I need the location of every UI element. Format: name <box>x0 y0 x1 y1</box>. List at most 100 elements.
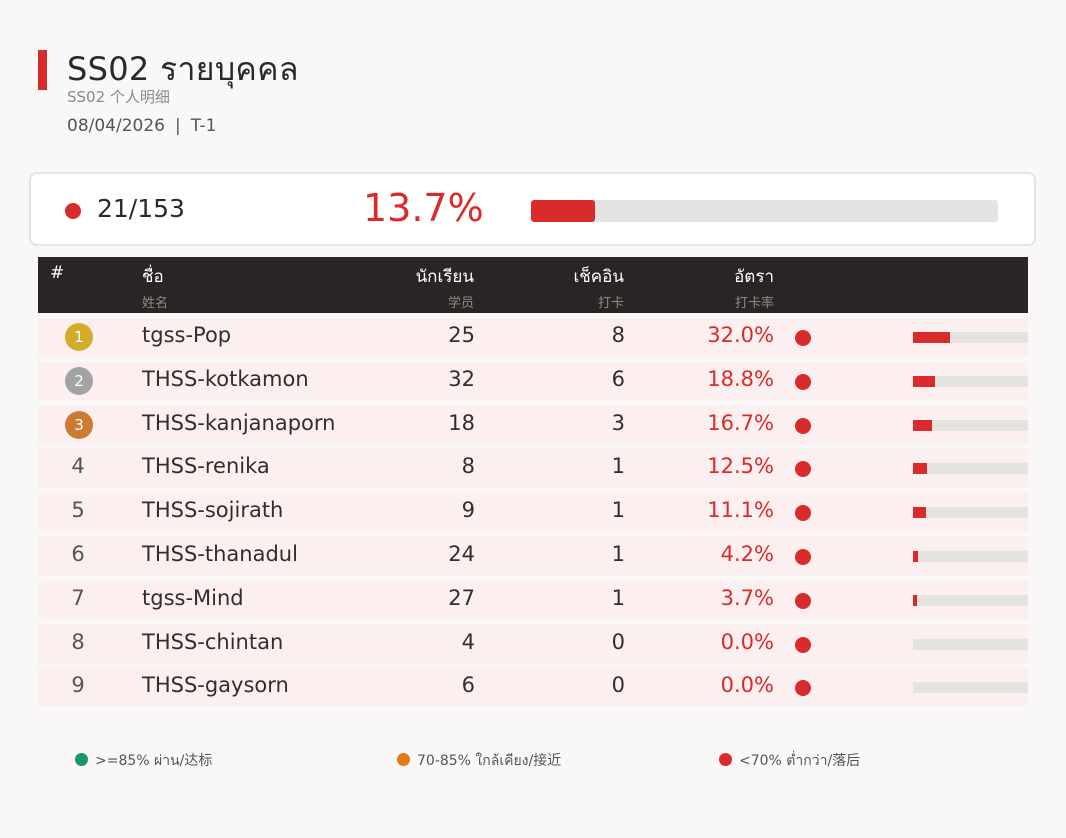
status-dot <box>795 593 811 609</box>
rate-bar-track <box>913 332 1028 343</box>
status-dot <box>795 680 811 696</box>
rate-bar-fill <box>913 420 933 431</box>
member-name: THSS-kotkamon <box>142 367 309 391</box>
page-title: SS02 รายบุคคล <box>67 50 299 88</box>
report-tag: T-1 <box>190 116 217 136</box>
checkin-rate: 32.0% <box>707 323 774 347</box>
rank-number: 8 <box>71 630 85 654</box>
checkins-count: 6 <box>611 367 625 391</box>
table-row: 3 THSS-kanjanaporn 18 3 16.7% <box>38 406 1028 444</box>
member-name: tgss-Pop <box>142 323 232 347</box>
checkins-count: 0 <box>611 673 625 697</box>
rate-bar-track <box>913 376 1028 387</box>
status-dot <box>65 203 81 219</box>
legend-dot <box>75 753 88 766</box>
meta-separator: | <box>174 116 181 136</box>
checkin-rate: 11.1% <box>707 498 774 522</box>
table-row: 6 THSS-thanadul 24 1 4.2% <box>38 537 1028 575</box>
member-name: THSS-chintan <box>142 630 284 654</box>
member-name: THSS-renika <box>142 454 270 478</box>
report-meta: 08/04/2026 | T-1 <box>67 116 217 136</box>
rank-number: 9 <box>71 673 85 697</box>
students-count: 25 <box>448 323 475 347</box>
rate-bar-fill <box>913 376 935 387</box>
rank-number: 5 <box>71 498 85 522</box>
checkins-count: 0 <box>611 630 625 654</box>
status-dot <box>795 549 811 565</box>
member-name: tgss-Mind <box>142 586 244 610</box>
status-dot <box>795 461 811 477</box>
member-name: THSS-gaysorn <box>142 673 289 697</box>
students-count: 9 <box>461 498 475 522</box>
checkins-count: 1 <box>611 454 625 478</box>
table-row: 4 THSS-renika 8 1 12.5% <box>38 449 1028 487</box>
rank-number: 6 <box>71 542 85 566</box>
checkin-rate: 12.5% <box>707 454 774 478</box>
summary-count: 21/153 <box>97 194 185 223</box>
status-dot <box>795 637 811 653</box>
students-count: 8 <box>461 454 475 478</box>
legend-item-behind: <70% ต่ำกว่า/落后 <box>719 750 860 772</box>
checkin-rate: 18.8% <box>707 367 774 391</box>
status-dot <box>795 374 811 390</box>
checkins-count: 1 <box>611 542 625 566</box>
rate-bar-track <box>913 420 1028 431</box>
col-rank-header: # <box>50 263 65 283</box>
table-row: 7 tgss-Mind 27 1 3.7% <box>38 581 1028 619</box>
member-name: THSS-kanjanaporn <box>142 411 336 435</box>
rate-bar-fill <box>913 332 950 343</box>
rank-medal: 3 <box>65 411 93 439</box>
checkin-rate: 16.7% <box>707 411 774 435</box>
legend-dot <box>397 753 410 766</box>
summary-progress-fill <box>531 200 595 222</box>
accent-bar <box>38 50 47 90</box>
checkins-count: 1 <box>611 498 625 522</box>
checkins-count: 8 <box>611 323 625 347</box>
table-row: 9 THSS-gaysorn 6 0 0.0% <box>38 668 1028 706</box>
students-count: 32 <box>448 367 475 391</box>
students-count: 4 <box>461 630 475 654</box>
rank-medal: 2 <box>65 367 93 395</box>
status-dot <box>795 418 811 434</box>
report-date: 08/04/2026 <box>67 116 165 136</box>
col-checkins-header: เช็คอิน 打卡 <box>573 267 624 311</box>
table-row: 1 tgss-Pop 25 8 32.0% <box>38 318 1028 356</box>
col-rate-header: อัตรา 打卡率 <box>734 267 774 311</box>
page-subtitle: SS02 个人明细 <box>67 88 170 106</box>
member-name: THSS-thanadul <box>142 542 298 566</box>
students-count: 18 <box>448 411 475 435</box>
legend-item-pass: >=85% ผ่าน/达标 <box>75 750 212 772</box>
rate-bar-track <box>913 595 1028 606</box>
students-count: 27 <box>448 586 475 610</box>
table-header: # ชื่อ 姓名 นักเรียน 学员 เช็คอิน 打卡 อัตรา 打卡率 <box>38 257 1028 313</box>
rate-bar-fill <box>913 595 918 606</box>
rank-number: 4 <box>71 454 85 478</box>
col-students-header: นักเรียน 学员 <box>415 267 474 311</box>
status-dot <box>795 505 811 521</box>
rate-bar-track <box>913 551 1028 562</box>
summary-card: 21/153 13.7% <box>29 172 1036 246</box>
students-count: 6 <box>461 673 475 697</box>
rate-bar-fill <box>913 463 928 474</box>
checkin-rate: 4.2% <box>720 542 774 566</box>
checkin-rate: 0.0% <box>720 673 774 697</box>
rate-bar-track <box>913 463 1028 474</box>
status-dot <box>795 330 811 346</box>
rank-medal: 1 <box>65 323 93 351</box>
students-count: 24 <box>448 542 475 566</box>
legend-dot <box>719 753 732 766</box>
checkins-count: 1 <box>611 586 625 610</box>
checkin-rate: 3.7% <box>720 586 774 610</box>
summary-percent: 13.7% <box>363 186 484 230</box>
rate-bar-track <box>913 682 1028 693</box>
checkins-count: 3 <box>611 411 625 435</box>
col-name-header: ชื่อ 姓名 <box>142 267 169 311</box>
summary-progress-track <box>531 200 998 222</box>
legend-item-near: 70-85% ใกล้เคียง/接近 <box>397 750 561 772</box>
member-name: THSS-sojirath <box>142 498 284 522</box>
rate-bar-fill <box>913 507 926 518</box>
rank-number: 7 <box>71 586 85 610</box>
rate-bar-track <box>913 639 1028 650</box>
checkin-rate: 0.0% <box>720 630 774 654</box>
rate-bar-fill <box>913 551 918 562</box>
